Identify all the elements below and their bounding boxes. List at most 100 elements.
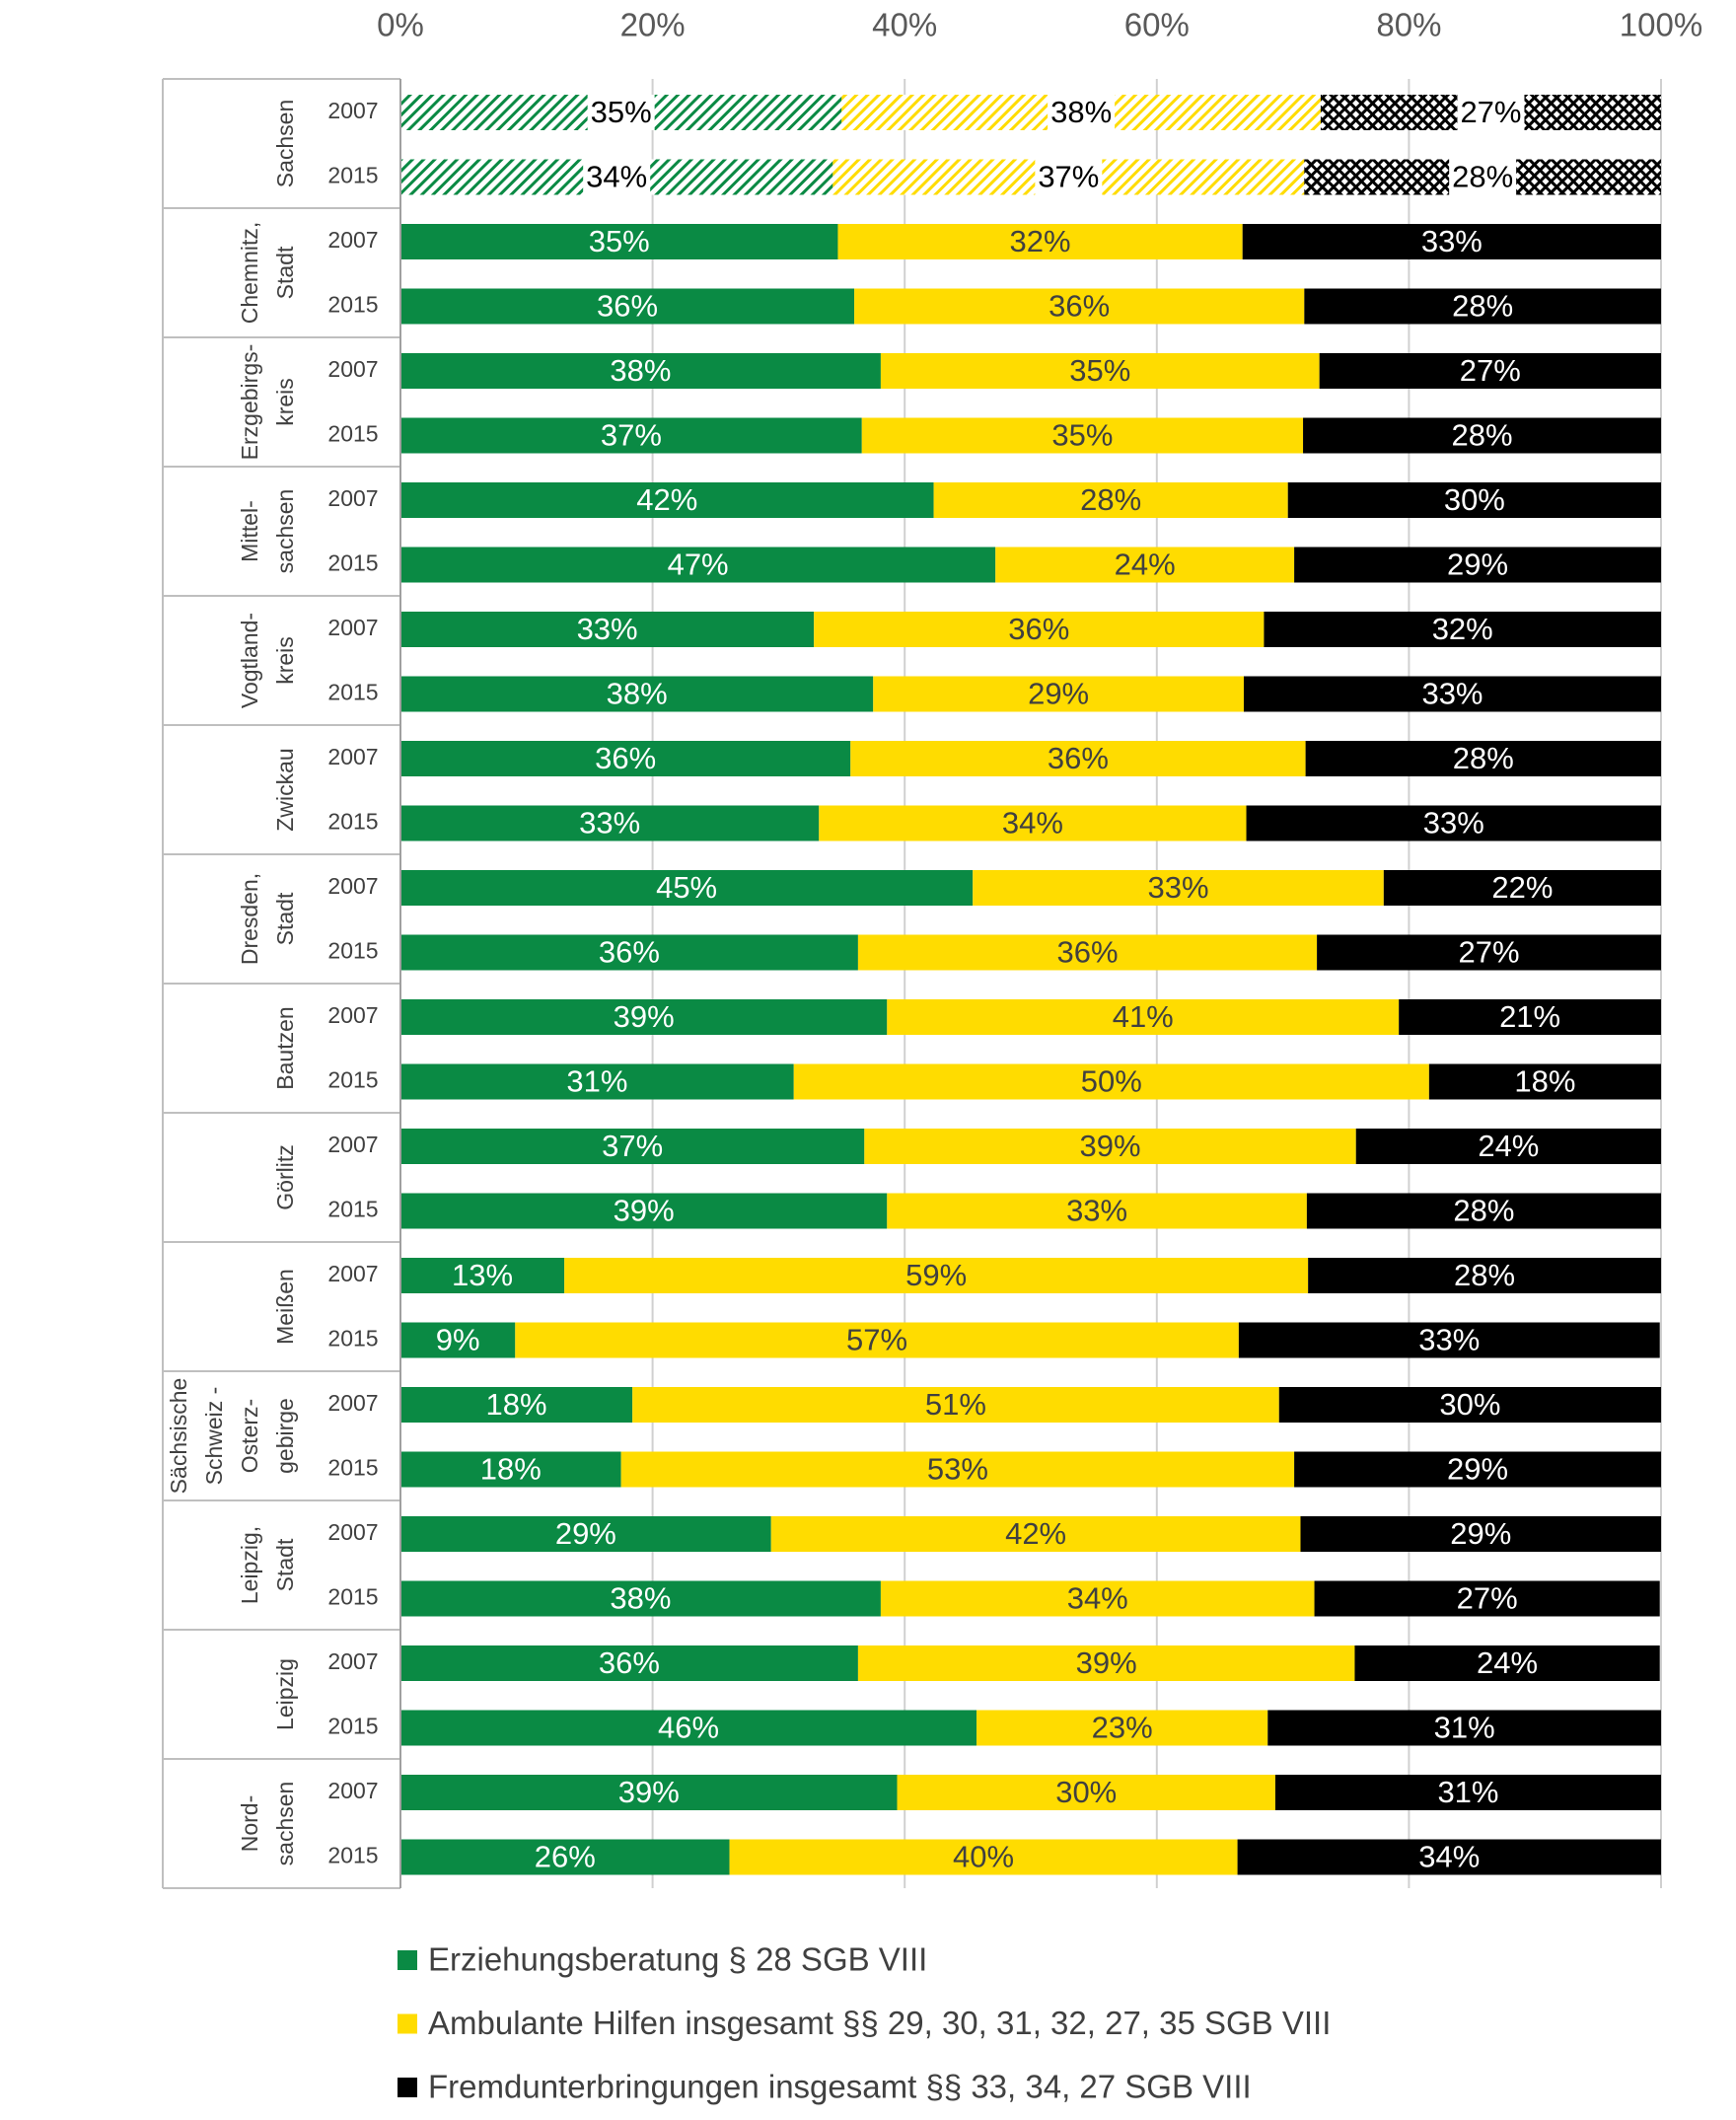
bar-segment bbox=[400, 1129, 865, 1164]
data-label: 30% bbox=[1439, 1387, 1500, 1422]
x-tick-label: 80% bbox=[1376, 7, 1441, 43]
bar-segment bbox=[400, 612, 815, 647]
bar-segment bbox=[1294, 1451, 1661, 1488]
bar-segment bbox=[1246, 805, 1661, 841]
data-label: 28% bbox=[1454, 1258, 1515, 1292]
data-label: 34% bbox=[1002, 806, 1063, 841]
data-label: 24% bbox=[1478, 1129, 1539, 1163]
data-label: 42% bbox=[636, 482, 697, 517]
bar-segment bbox=[400, 934, 858, 971]
bar-segment bbox=[620, 1451, 1295, 1488]
data-label: 39% bbox=[1076, 1645, 1137, 1680]
group-label: sachsen bbox=[272, 1782, 298, 1866]
data-label: 26% bbox=[535, 1840, 596, 1874]
group-label: Stadt bbox=[272, 1538, 298, 1591]
data-label: 27% bbox=[1457, 1581, 1518, 1616]
data-label: 37% bbox=[601, 418, 662, 453]
bar-segment bbox=[1355, 1129, 1661, 1164]
bar-segment bbox=[1287, 482, 1661, 518]
legend-label: Ambulante Hilfen insgesamt §§ 29, 30, 31… bbox=[428, 2005, 1331, 2041]
data-label: 29% bbox=[1447, 1452, 1508, 1487]
data-label: 22% bbox=[1491, 870, 1553, 905]
data-label: 29% bbox=[1450, 1516, 1511, 1551]
data-label: 29% bbox=[555, 1516, 616, 1551]
data-label: 36% bbox=[599, 935, 660, 970]
data-label: 24% bbox=[1477, 1645, 1538, 1680]
data-label: 33% bbox=[579, 806, 640, 841]
group-label: Leipzig bbox=[272, 1658, 298, 1730]
data-label: 9% bbox=[436, 1323, 480, 1357]
data-label: 36% bbox=[599, 1645, 660, 1680]
group-label: Mittel- bbox=[237, 500, 262, 562]
year-label: 2015 bbox=[327, 809, 378, 835]
bar-segment bbox=[400, 870, 974, 906]
year-label: 2007 bbox=[327, 98, 378, 123]
bar-segment bbox=[729, 1839, 1238, 1875]
data-label: 34% bbox=[1067, 1581, 1128, 1616]
year-label: 2015 bbox=[327, 1714, 378, 1739]
label-box bbox=[1457, 95, 1525, 130]
year-label: 2007 bbox=[327, 485, 378, 511]
group-label: Vogtland- bbox=[237, 613, 262, 708]
x-tick-label: 20% bbox=[620, 7, 686, 43]
data-label: 40% bbox=[953, 1840, 1014, 1874]
bar-segment bbox=[1428, 1063, 1661, 1100]
year-label: 2007 bbox=[327, 1002, 378, 1028]
year-label: 2007 bbox=[327, 873, 378, 899]
data-label: 36% bbox=[595, 741, 656, 775]
bar-segment bbox=[400, 1580, 881, 1617]
data-label: 30% bbox=[1444, 482, 1505, 517]
year-label: 2015 bbox=[327, 680, 378, 705]
legend-label: Fremdunterbringungen insgesamt §§ 33, 34… bbox=[428, 2069, 1252, 2105]
data-label: 53% bbox=[927, 1452, 988, 1487]
data-label: 30% bbox=[1055, 1775, 1117, 1809]
data-label: 33% bbox=[1148, 870, 1209, 905]
data-label: 39% bbox=[1079, 1129, 1140, 1163]
year-label: 2007 bbox=[327, 1261, 378, 1286]
data-label: 28% bbox=[1452, 418, 1513, 453]
bar-segment bbox=[1238, 1322, 1660, 1358]
bar-segment bbox=[887, 1193, 1307, 1229]
data-label: 37% bbox=[1038, 160, 1099, 194]
group-label: Meißen bbox=[272, 1269, 298, 1345]
bar-segment bbox=[861, 417, 1304, 454]
bar-segment bbox=[1274, 1775, 1661, 1810]
bar-segment bbox=[400, 1258, 565, 1293]
legend-swatch bbox=[398, 2078, 417, 2097]
label-box bbox=[1048, 95, 1116, 130]
bar-segment bbox=[400, 1387, 633, 1423]
bar-segment bbox=[400, 805, 820, 841]
bar-segment bbox=[632, 1387, 1279, 1423]
bar-segment bbox=[857, 934, 1318, 971]
legend-label: Erziehungsberatung § 28 SGB VIII bbox=[428, 1941, 927, 1978]
year-label: 2007 bbox=[327, 1132, 378, 1157]
year-label: 2015 bbox=[327, 1326, 378, 1352]
data-label: 32% bbox=[1010, 224, 1071, 258]
year-label: 2007 bbox=[327, 1390, 378, 1416]
data-label: 35% bbox=[591, 95, 652, 129]
bar-segment bbox=[400, 1775, 898, 1810]
group-label: Leipzig, bbox=[237, 1526, 262, 1604]
data-label: 33% bbox=[1066, 1194, 1127, 1228]
bar-segment bbox=[400, 741, 851, 776]
data-label: 35% bbox=[1069, 353, 1130, 388]
bar-segment bbox=[1278, 1387, 1661, 1423]
bar-segment bbox=[400, 482, 934, 518]
bar-segment bbox=[837, 224, 1243, 259]
label-box bbox=[587, 95, 655, 130]
group-label: sachsen bbox=[272, 489, 298, 574]
data-label: 38% bbox=[610, 353, 671, 388]
year-label: 2015 bbox=[327, 1197, 378, 1222]
data-label: 59% bbox=[905, 1258, 967, 1292]
group-label: Erzgebirgs- bbox=[237, 344, 262, 461]
data-label: 36% bbox=[1056, 935, 1118, 970]
bar-segment bbox=[873, 676, 1244, 712]
data-label: 18% bbox=[486, 1387, 547, 1422]
data-label: 39% bbox=[618, 1775, 680, 1809]
bar-segment bbox=[880, 353, 1320, 389]
data-label: 33% bbox=[1418, 1323, 1480, 1357]
bar-segment bbox=[880, 1580, 1315, 1617]
year-label: 2015 bbox=[327, 1584, 378, 1610]
bar-segment bbox=[933, 482, 1288, 518]
